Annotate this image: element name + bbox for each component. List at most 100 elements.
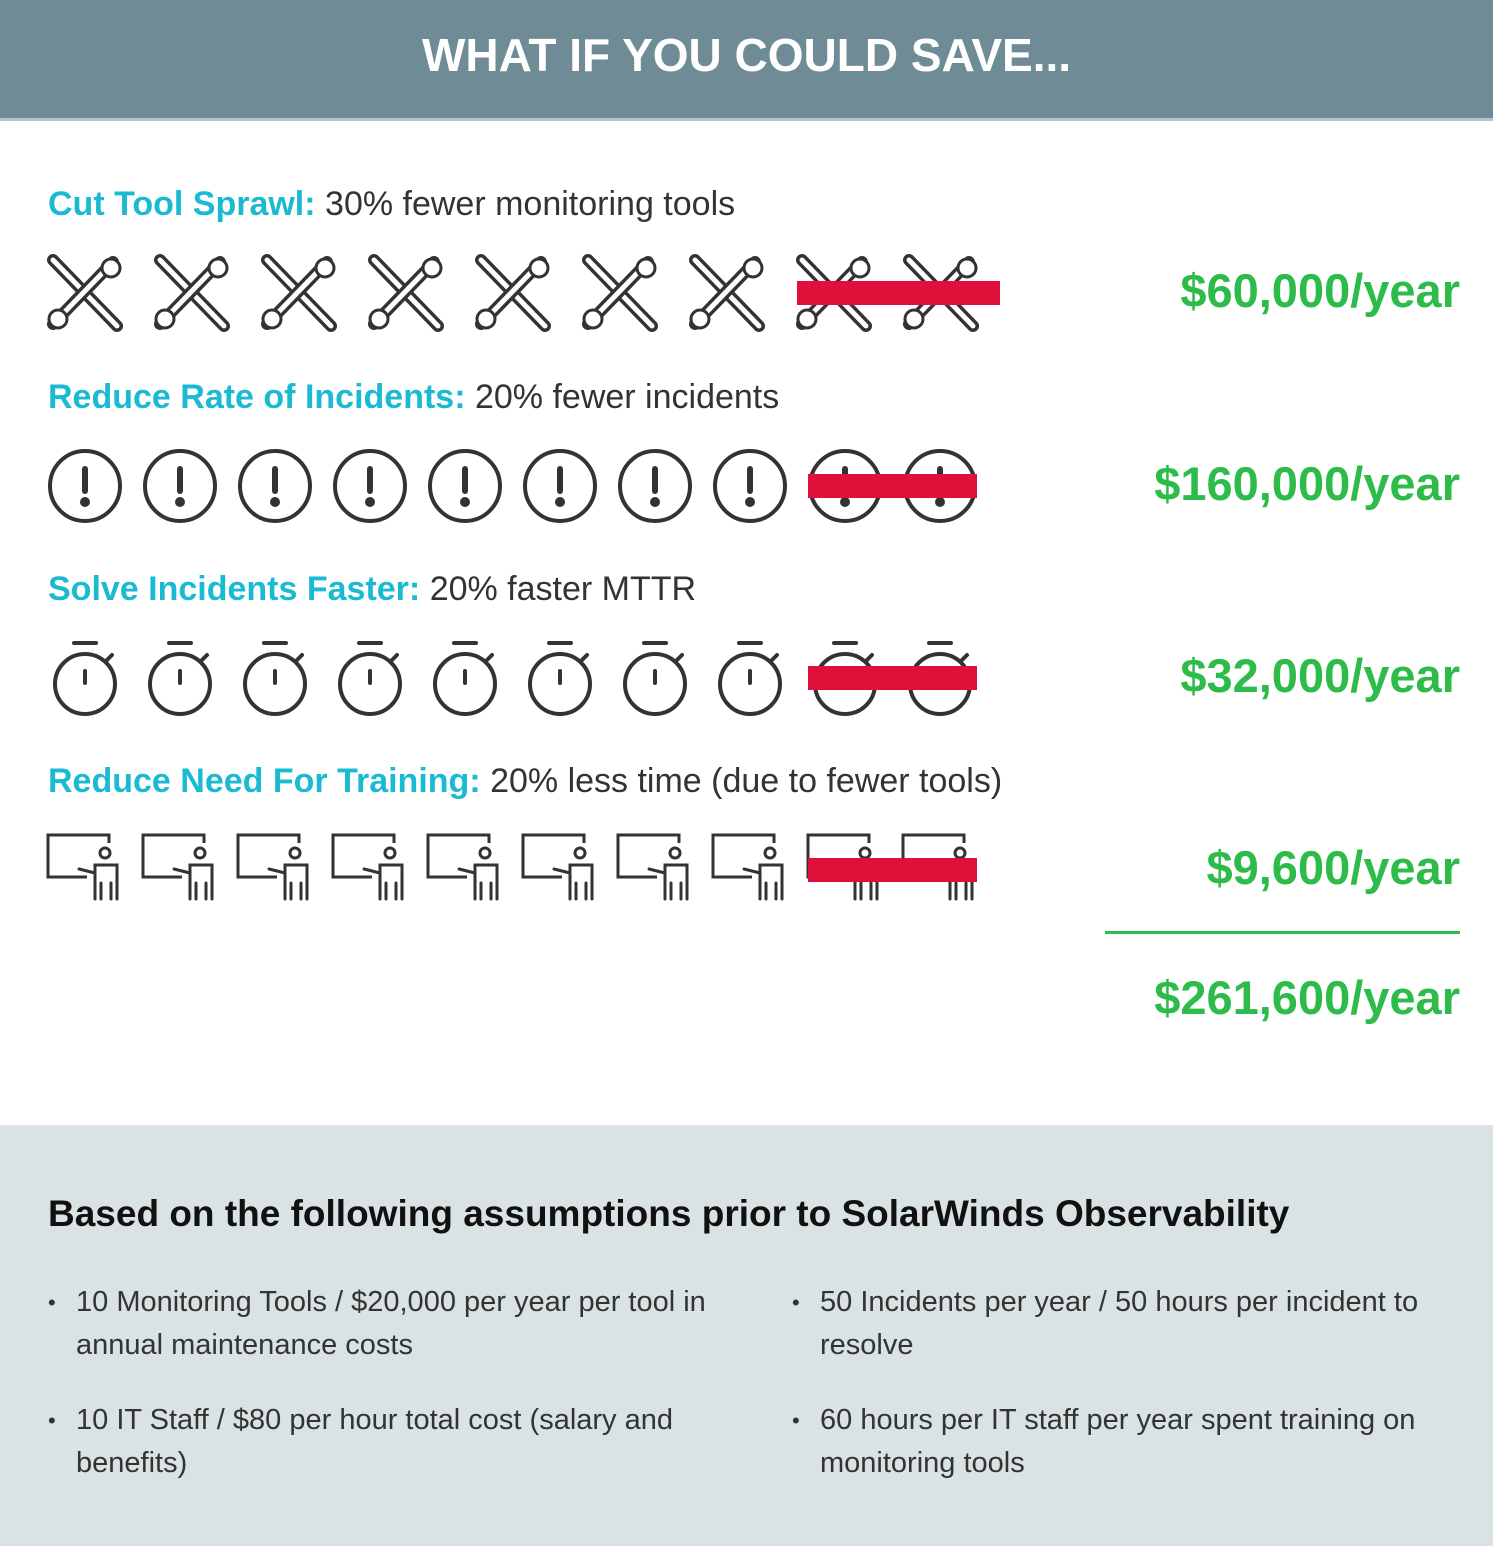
icon-part — [674, 653, 684, 663]
assumption-item: 10 IT Staff / $80 per hour total cost (s… — [48, 1399, 736, 1485]
icon-part — [840, 497, 850, 507]
icon-part — [338, 652, 402, 716]
icon-part — [261, 308, 283, 330]
icon-part — [421, 257, 443, 279]
saving-amount: $160,000/year — [1154, 457, 1460, 510]
icon-part — [175, 497, 185, 507]
icon — [238, 449, 312, 523]
icon-part — [711, 833, 776, 879]
icon — [475, 254, 551, 332]
icon-part — [428, 449, 502, 523]
icon — [713, 449, 787, 523]
icon — [338, 641, 402, 716]
icon — [521, 833, 594, 901]
header-title: WHAT IF YOU COULD SAVE... — [421, 29, 1072, 81]
icon-part — [207, 257, 229, 279]
icon — [618, 449, 692, 523]
icon-part — [903, 308, 925, 330]
icon — [154, 254, 230, 332]
icon — [616, 833, 689, 901]
icon-part — [154, 308, 176, 330]
icon-part — [104, 653, 114, 663]
saving-text: 30% fewer monitoring tools — [325, 185, 736, 223]
icon-part — [365, 497, 375, 507]
icon — [623, 641, 687, 716]
icon-part — [953, 846, 967, 860]
icon-row — [48, 449, 977, 523]
icon-part — [331, 833, 396, 879]
icon-part — [959, 653, 969, 663]
icon-part — [579, 653, 589, 663]
icon — [236, 833, 309, 901]
icon-part — [552, 863, 594, 901]
saving-label: Reduce Rate of Incidents: — [48, 378, 466, 416]
icon-part — [718, 652, 782, 716]
header — [0, 0, 1493, 121]
icon — [47, 254, 123, 332]
saving-text: 20% fewer incidents — [474, 378, 780, 416]
strike-bar — [797, 281, 1000, 305]
saving-amount: $60,000/year — [1180, 264, 1460, 317]
icon — [426, 833, 499, 901]
saving-heading: Cut Tool Sprawl: 30% fewer monitoring to… — [48, 185, 735, 224]
icon — [53, 641, 117, 716]
icon-part — [172, 863, 214, 901]
strike-bar — [808, 858, 977, 882]
strike-bar — [808, 474, 977, 498]
icon-part — [935, 497, 945, 507]
assumption-item: 10 Monitoring Tools / $20,000 per year p… — [48, 1281, 736, 1367]
icon-part — [368, 308, 390, 330]
icon-part — [46, 833, 111, 879]
saving-text: 20% faster MTTR — [429, 570, 697, 608]
icon — [368, 254, 444, 332]
icon-part — [475, 308, 497, 330]
icon-part — [713, 449, 787, 523]
saving-label: Cut Tool Sprawl: — [48, 185, 316, 223]
icon-part — [528, 652, 592, 716]
icon-part — [143, 449, 217, 523]
icon-part — [635, 257, 657, 279]
icon-part — [53, 652, 117, 716]
icon-part — [796, 308, 818, 330]
icon — [141, 833, 214, 901]
icon-part — [294, 653, 304, 663]
icon-part — [141, 833, 206, 879]
icon-part — [270, 497, 280, 507]
icon-part — [650, 497, 660, 507]
saving-label: Reduce Need For Training: — [48, 762, 481, 800]
icon — [48, 449, 122, 523]
icon — [528, 641, 592, 716]
saving-heading: Solve Incidents Faster: 20% faster MTTR — [48, 570, 696, 609]
icon-part — [616, 833, 681, 879]
icon-part — [956, 257, 978, 279]
assumption-item: 60 hours per IT staff per year spent tra… — [792, 1399, 1460, 1485]
icon-part — [362, 863, 404, 901]
icon — [243, 641, 307, 716]
icon-part — [77, 863, 119, 901]
icon-part — [647, 863, 689, 901]
icon-row — [53, 641, 977, 716]
icon — [718, 641, 782, 716]
icon-part — [288, 846, 302, 860]
total-amount: $261,600/year — [1154, 971, 1460, 1024]
icon-part — [238, 449, 312, 523]
icon-part — [521, 833, 586, 879]
icon-part — [389, 653, 399, 663]
icon-part — [47, 308, 69, 330]
icon-part — [48, 449, 122, 523]
icon — [331, 833, 404, 901]
assumptions-title: Based on the following assumptions prior… — [48, 1193, 1290, 1234]
icon-row — [46, 833, 977, 901]
icon-part — [478, 846, 492, 860]
icon-part — [668, 846, 682, 860]
icon-part — [582, 308, 604, 330]
icon-part — [333, 449, 407, 523]
saving-amount: $32,000/year — [1180, 649, 1460, 702]
icon-part — [555, 497, 565, 507]
icon — [148, 641, 212, 716]
icon-part — [267, 863, 309, 901]
icon-part — [864, 653, 874, 663]
icon-part — [426, 833, 491, 879]
icon-part — [858, 846, 872, 860]
